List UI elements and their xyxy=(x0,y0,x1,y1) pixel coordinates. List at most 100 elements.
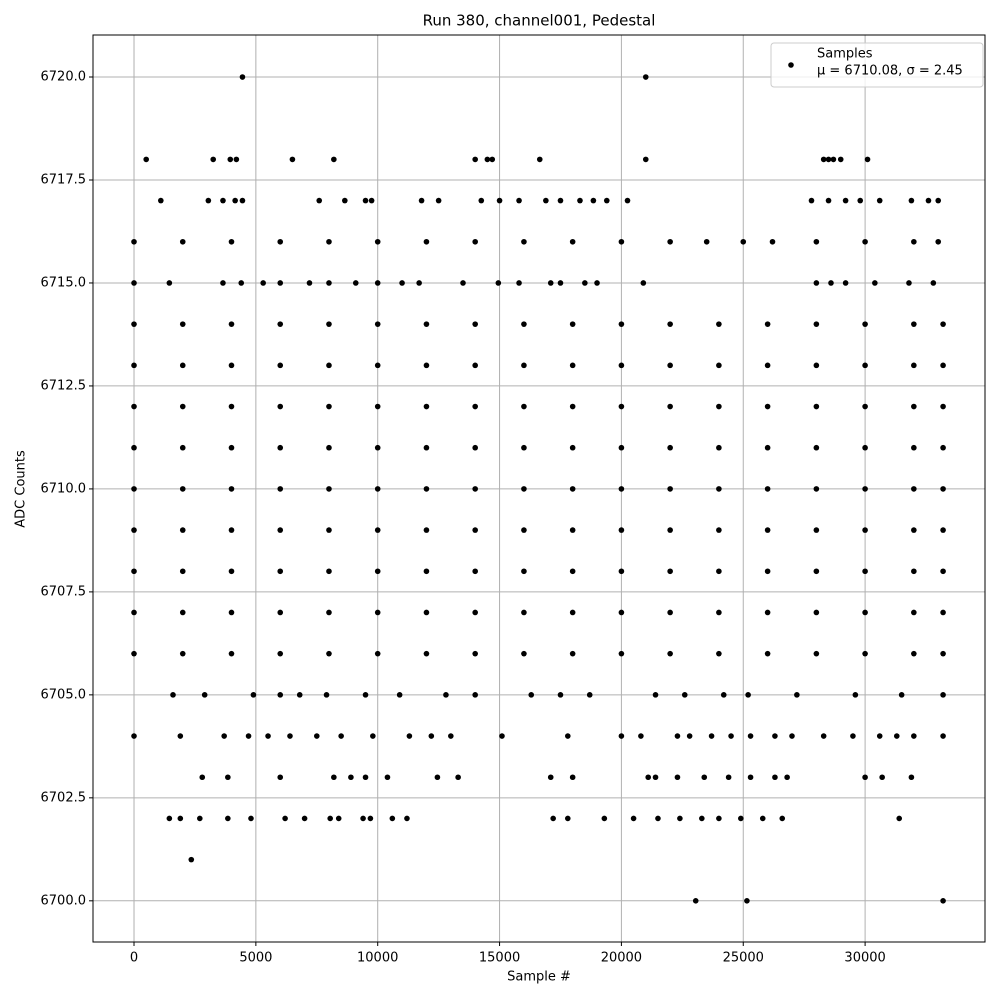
data-point xyxy=(852,692,859,698)
data-point xyxy=(197,815,203,822)
data-point xyxy=(326,486,332,492)
data-point xyxy=(495,280,502,286)
data-point xyxy=(374,486,381,492)
data-point xyxy=(564,733,571,739)
data-point xyxy=(764,444,771,451)
data-point xyxy=(577,197,583,204)
legend-marker xyxy=(788,62,794,68)
data-point xyxy=(642,74,649,80)
data-point xyxy=(239,74,246,80)
data-point xyxy=(740,238,747,245)
data-point xyxy=(177,733,184,739)
data-point xyxy=(228,403,235,410)
data-point xyxy=(521,403,527,410)
data-point xyxy=(940,568,946,575)
data-point xyxy=(374,280,381,286)
data-point xyxy=(221,733,227,739)
data-point xyxy=(250,692,257,698)
data-point xyxy=(759,815,766,822)
data-point xyxy=(667,568,673,575)
data-point xyxy=(655,815,661,822)
y-tick-label: 6712.5 xyxy=(41,378,87,393)
data-point xyxy=(699,815,705,822)
y-tick-label: 6707.5 xyxy=(41,584,87,599)
data-point xyxy=(652,692,659,698)
data-point xyxy=(521,568,527,575)
data-point xyxy=(326,650,332,657)
data-point xyxy=(399,280,405,286)
data-point xyxy=(582,280,588,286)
data-point xyxy=(857,197,864,204)
data-point xyxy=(179,486,186,492)
data-point xyxy=(896,815,903,822)
data-point xyxy=(569,568,576,575)
data-point xyxy=(940,362,946,369)
data-point xyxy=(131,609,137,616)
x-tick-label: 10000 xyxy=(357,951,398,966)
data-point xyxy=(131,403,137,410)
data-point xyxy=(738,815,744,822)
data-point xyxy=(825,156,832,163)
data-point xyxy=(220,280,226,286)
data-point xyxy=(716,486,722,492)
data-point xyxy=(228,444,235,451)
data-point xyxy=(228,568,235,575)
data-point xyxy=(645,774,652,781)
data-point xyxy=(423,650,430,657)
data-point xyxy=(764,527,771,533)
data-point xyxy=(911,568,917,575)
data-point xyxy=(667,444,673,451)
data-point xyxy=(618,568,625,575)
data-point xyxy=(618,527,625,533)
data-point xyxy=(177,815,184,822)
data-point xyxy=(179,568,186,575)
data-point xyxy=(862,238,868,245)
data-point xyxy=(166,815,173,822)
points xyxy=(131,74,946,904)
data-point xyxy=(940,609,946,616)
data-point xyxy=(547,280,554,286)
data-point xyxy=(418,197,425,204)
data-point xyxy=(521,650,527,657)
data-point xyxy=(745,692,751,698)
data-point xyxy=(179,238,186,245)
data-point xyxy=(813,321,820,327)
data-point xyxy=(342,197,348,204)
data-point xyxy=(228,486,235,492)
data-point xyxy=(331,774,337,781)
y-tick-label: 6702.5 xyxy=(41,790,87,805)
data-point xyxy=(313,733,320,739)
data-point xyxy=(674,733,681,739)
data-point xyxy=(692,898,699,904)
data-point xyxy=(569,321,576,327)
data-point xyxy=(384,774,391,781)
data-point xyxy=(179,609,186,616)
data-point xyxy=(368,197,375,204)
data-point xyxy=(225,774,231,781)
data-point xyxy=(862,527,868,533)
data-point xyxy=(543,197,549,204)
data-point xyxy=(496,197,503,204)
data-point xyxy=(716,444,722,451)
data-point xyxy=(564,815,571,822)
data-point xyxy=(277,774,284,781)
x-tick-label: 5000 xyxy=(239,951,272,966)
data-point xyxy=(862,568,868,575)
data-point xyxy=(940,444,946,451)
data-point xyxy=(374,527,381,533)
data-point xyxy=(640,280,647,286)
data-point xyxy=(516,197,522,204)
data-point xyxy=(557,197,564,204)
x-axis-label: Sample # xyxy=(507,970,571,985)
data-point xyxy=(911,527,917,533)
data-point xyxy=(179,444,186,451)
data-point xyxy=(808,197,815,204)
data-point xyxy=(862,650,868,657)
data-point xyxy=(362,774,369,781)
data-point xyxy=(423,321,430,327)
data-point xyxy=(772,733,778,739)
data-point xyxy=(499,733,505,739)
data-point xyxy=(232,197,238,204)
data-point xyxy=(352,280,359,286)
data-point xyxy=(906,280,912,286)
